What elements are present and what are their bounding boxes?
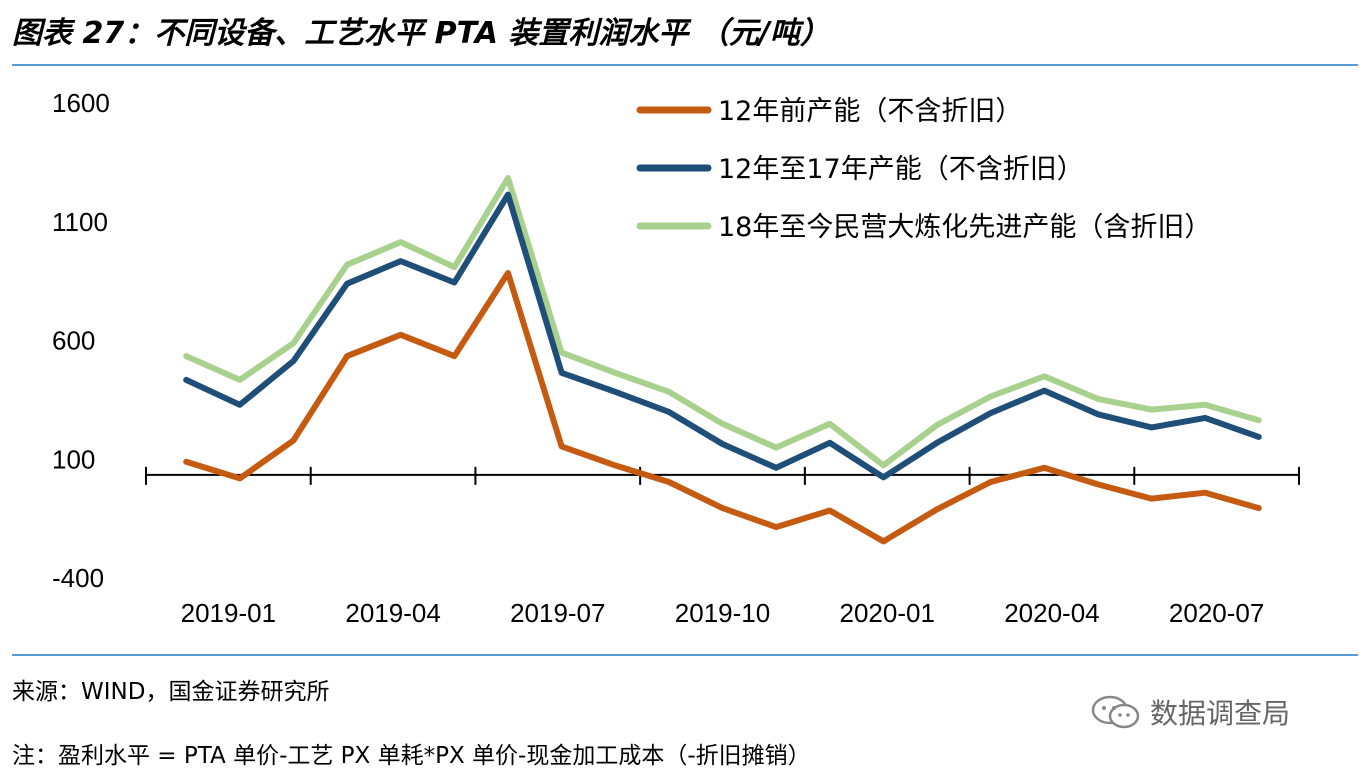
x-tick-label: 2020-07 — [1169, 598, 1264, 628]
x-tick-label: 2020-04 — [1004, 598, 1099, 628]
x-axis-labels: 2019-01 2019-04 2019-07 2019-10 2020-01 2020-… — [181, 598, 1265, 628]
source-note: 来源：WIND，国金证券研究所 — [12, 679, 330, 705]
x-tick-label: 2019-01 — [181, 598, 276, 628]
y-tick-label: 100 — [52, 444, 95, 474]
y-axis-labels: 1600 1100 600 100 -400 — [52, 88, 110, 593]
x-tick-label: 2019-07 — [510, 598, 605, 628]
legend-label: 18年至今民营大炼化先进产能（含折旧） — [718, 212, 1211, 243]
legend-label: 12年前产能（不含折旧） — [718, 96, 1022, 127]
legend-label: 12年至17年产能（不含折旧） — [718, 154, 1084, 185]
x-tick-label: 2019-04 — [345, 598, 440, 628]
series-line — [183, 191, 1262, 481]
y-tick-label: 1600 — [52, 88, 110, 118]
series-line — [183, 270, 1262, 545]
y-tick-label: 600 — [52, 326, 95, 356]
series-line — [183, 175, 1262, 469]
watermark-text: 数据调查局 — [1150, 697, 1291, 730]
y-tick-label: 1100 — [52, 207, 108, 237]
x-tick-label: 2020-01 — [840, 598, 935, 628]
x-tick-label: 2019-10 — [675, 598, 770, 628]
bottom-divider — [12, 654, 1358, 656]
watermark: 数据调查局 — [1090, 692, 1290, 732]
top-divider — [12, 64, 1358, 66]
formula-note: 注：盈利水平 = PTA 单价-工艺 PX 单耗*PX 单价-现金加工成本（-折… — [12, 743, 811, 769]
line-chart: 1600 1100 600 100 -400 2019-01 2019-04 2019-07… — [52, 88, 1300, 628]
y-tick-label: -400 — [52, 563, 104, 593]
chat-bubbles-icon — [1091, 695, 1140, 729]
series-lines — [183, 175, 1262, 545]
chart-title: 图表 27：不同设备、工艺水平 PTA 装置利润水平 （元/吨） — [12, 16, 830, 51]
legend: 12年前产能（不含折旧） 12年至17年产能（不含折旧） 18年至今民营大炼化先进产… — [636, 96, 1211, 243]
